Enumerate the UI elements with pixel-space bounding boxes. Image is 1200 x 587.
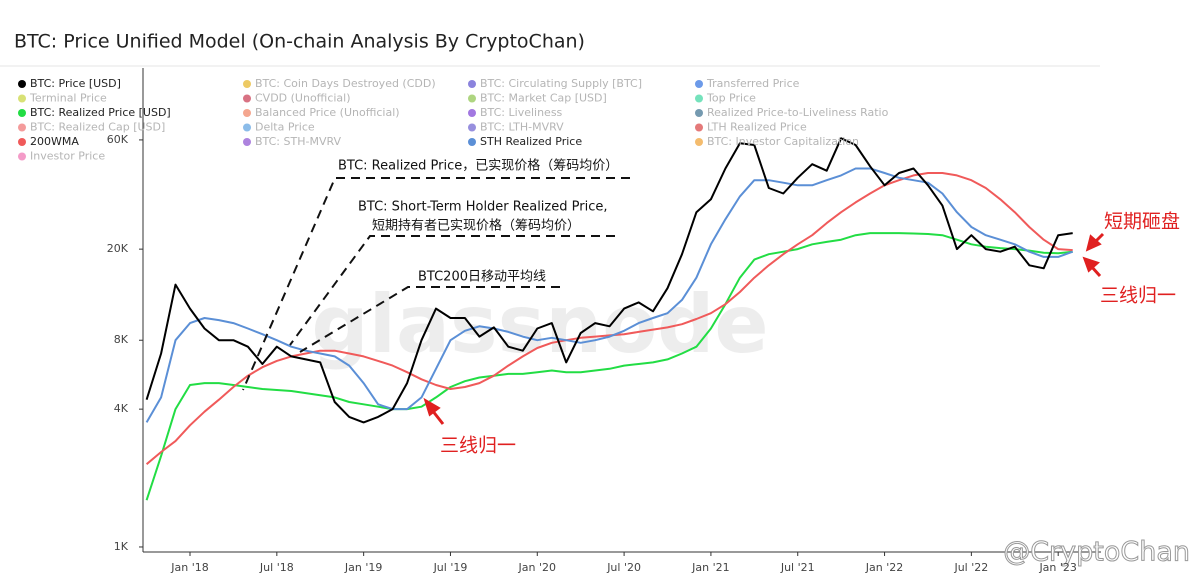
legend-label: Delta Price [255,121,315,134]
legend-label: Investor Price [30,150,105,163]
x-tick-label: Jan '21 [691,561,729,574]
x-tick-label: Jan '19 [344,561,382,574]
legend-label: BTC: Liveliness [480,106,563,119]
legend-label: BTC: Investor Capitalization [707,135,859,148]
legend-marker [468,109,476,117]
legend-label: BTC: Market Cap [USD] [480,92,607,105]
legend-marker [243,94,251,103]
legend-marker [18,138,26,146]
legend-label: BTC: Realized Price [USD] [30,106,171,119]
legend-marker [695,94,703,103]
x-tick-label: Jan '20 [518,561,556,574]
annotation: BTC: Realized Price，已实现价格（筹码均价） [338,158,618,174]
legend-label: Terminal Price [29,92,107,105]
legend-marker [695,109,703,117]
legend-label: BTC: Circulating Supply [BTC] [480,77,642,90]
annotation: BTC: Short-Term Holder Realized Price, [358,200,607,215]
arrows [423,232,1105,425]
series-line [145,232,1073,501]
annotation: 三线归一 [440,435,516,457]
annotation: 三线归一 [1100,285,1176,307]
legend-label: BTC: LTH-MVRV [480,121,564,134]
legend-label: Balanced Price (Unofficial) [255,106,400,119]
credit: @CryptoChan [1003,537,1190,568]
plot [145,137,1074,501]
x-tick-label: Jan '22 [865,561,903,574]
legend-marker [18,109,26,117]
legend-marker [468,80,476,88]
series-line [145,137,1073,424]
callout-lines [242,177,630,391]
y-tick-label: 4K [114,402,129,415]
x-tick-label: Jan '18 [170,561,208,574]
annotation: 短期持有者已实现价格（筹码均价） [372,218,580,234]
legend-marker [243,109,251,117]
legend-marker [468,94,476,103]
legend-marker [468,123,476,132]
legend-marker [18,80,26,88]
legend-marker [695,80,703,88]
legend-marker [243,123,251,132]
legend-marker [243,80,251,88]
x-tick-label: Jul '19 [433,561,468,574]
chart-title: BTC: Price Unified Model (On-chain Analy… [14,31,585,53]
legend-marker [18,94,26,103]
legend-label: BTC: Coin Days Destroyed (CDD) [255,77,436,90]
legend-label: BTC: Realized Cap [USD] [30,121,165,134]
legend-label: BTC: STH-MVRV [255,135,342,148]
legend-label: Top Price [706,92,756,105]
legend-marker [243,138,251,146]
legend-marker [18,123,26,132]
legend-label: CVDD (Unofficial) [255,92,351,105]
legend-label: Realized Price-to-Liveliness Ratio [707,106,889,119]
legend-marker [695,123,703,132]
legend-label: LTH Realized Price [707,121,807,134]
y-tick-label: 20K [107,242,129,255]
legend-marker [468,138,476,146]
legend-label: STH Realized Price [480,135,582,148]
legend-marker [18,152,26,161]
x-tick-label: Jul '22 [953,561,988,574]
x-tick-label: Jan '23 [1038,561,1076,574]
watermark: glassnode [311,278,768,371]
legend-label: 200WMA [30,135,79,148]
y-tick-label: 1K [114,540,129,553]
x-tick-label: Jul '18 [259,561,294,574]
x-tick-label: Jul '20 [606,561,641,574]
y-tick-label: 8K [114,333,129,346]
legend-label: BTC: Price [USD] [30,77,121,90]
y-tick-label: 60K [107,133,129,146]
legend-marker [695,138,703,146]
legend: BTC: Price [USD] BTC: Coin Days Destroyed… [18,77,889,163]
series-line [145,167,1074,423]
x-tick-label: Jul '21 [780,561,815,574]
annotation: BTC200日移动平均线 [418,270,546,285]
legend-label: Transferred Price [706,77,800,90]
annotation: 短期砸盘 [1104,211,1180,233]
